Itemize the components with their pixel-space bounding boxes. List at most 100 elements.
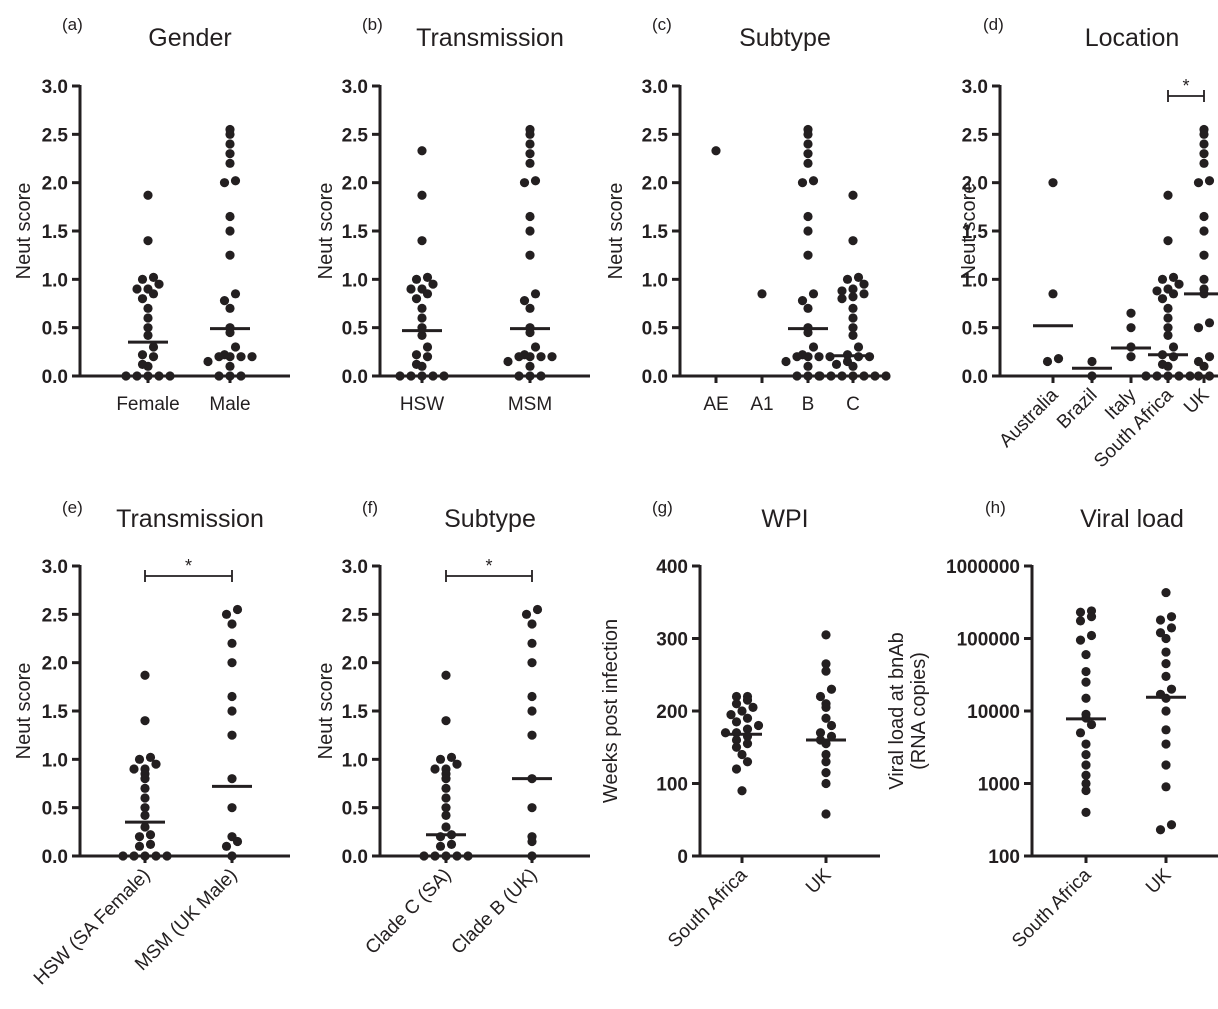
data-point — [1199, 250, 1209, 260]
data-point — [1075, 728, 1086, 738]
data-point — [225, 327, 235, 338]
data-point — [132, 284, 142, 294]
data-point — [514, 371, 524, 381]
data-point — [1163, 361, 1173, 371]
data-point — [422, 272, 433, 282]
data-point — [881, 371, 891, 381]
data-point — [1081, 770, 1091, 780]
y-tick-label: 2.0 — [42, 654, 68, 675]
data-point — [527, 619, 537, 629]
data-point — [441, 851, 451, 861]
data-point — [527, 836, 537, 847]
data-point — [731, 717, 742, 727]
panel-g: (g) WPI 0 100 200 300 400 Weeks post infection S… — [600, 498, 880, 952]
panel-letter: (c) — [652, 15, 672, 34]
data-point — [151, 759, 161, 769]
data-point — [527, 851, 537, 861]
data-point — [154, 279, 164, 289]
x-tick-label: UK — [1180, 384, 1214, 418]
y-tick-label: 0.5 — [42, 799, 69, 820]
data-point — [230, 176, 241, 186]
data-point — [1193, 371, 1204, 381]
data-point — [1126, 308, 1136, 318]
panel-letter: (e) — [62, 498, 83, 517]
significance-bracket — [445, 570, 533, 582]
y-tick-label: 400 — [656, 557, 688, 578]
data-point — [821, 757, 831, 767]
data-point — [225, 211, 235, 222]
x-tick-label: Clade C (SA) — [362, 865, 456, 959]
x-tick-label: South Africa — [1008, 864, 1096, 952]
data-point — [859, 289, 869, 299]
data-point — [1204, 176, 1215, 186]
data-point — [1204, 352, 1215, 362]
data-point — [1048, 289, 1058, 299]
data-point — [1161, 647, 1171, 657]
data-point — [521, 609, 532, 619]
data-point — [825, 352, 835, 362]
y-tick-label: 3.0 — [342, 557, 368, 578]
data-point — [452, 851, 462, 861]
data-point — [236, 371, 246, 381]
data-point — [527, 730, 537, 740]
data-point — [422, 289, 433, 299]
data-point — [1042, 356, 1053, 367]
x-tick-label: HSW (SA Female) — [30, 865, 155, 990]
y-tick-label: 1.0 — [342, 270, 368, 291]
y-axis-label: Neut score — [315, 183, 337, 280]
data-point — [527, 638, 537, 648]
data-point — [214, 371, 224, 381]
data-point — [525, 149, 535, 159]
y-tick-label: 100 — [656, 775, 688, 796]
x-tick-label: UK — [1142, 864, 1176, 898]
data-point — [737, 706, 747, 716]
data-point — [452, 759, 462, 769]
data-point — [441, 783, 451, 793]
y-tick-label: 100000 — [957, 630, 1020, 651]
data-point — [821, 630, 831, 640]
data-point — [140, 810, 150, 821]
data-point — [731, 764, 742, 774]
data-point — [227, 774, 237, 784]
panel-f: (f) Subtype 0.0 0.5 1.0 1.5 2.0 2.5 3.0 Neut scor… — [315, 498, 590, 959]
data-point — [227, 730, 237, 740]
y-tick-label: 3.0 — [962, 77, 988, 98]
data-point — [145, 839, 156, 850]
data-point — [826, 720, 837, 731]
data-point — [1081, 807, 1091, 817]
data-point — [792, 352, 802, 362]
data-point — [1168, 272, 1179, 282]
data-point — [536, 352, 546, 362]
data-point — [140, 783, 150, 793]
data-point — [227, 658, 237, 668]
data-point — [1174, 371, 1184, 381]
data-point — [1152, 371, 1162, 381]
data-point — [519, 296, 530, 306]
data-point — [134, 754, 145, 764]
data-point — [1185, 371, 1195, 381]
data-point — [236, 352, 246, 362]
y-tick-label: 0.0 — [642, 367, 668, 388]
data-point — [525, 250, 535, 260]
y-axis-label: Neut score — [13, 183, 35, 280]
y-tick-label: 0.5 — [962, 319, 989, 340]
y-tick-label: 2.5 — [342, 125, 369, 146]
data-point — [1161, 760, 1171, 770]
data-point — [530, 289, 541, 299]
data-point — [441, 716, 451, 726]
data-point — [219, 178, 230, 188]
data-point — [821, 666, 831, 676]
data-point — [214, 352, 224, 362]
data-point — [1193, 178, 1204, 188]
y-axis-label: Neut score — [605, 183, 627, 280]
data-point — [428, 279, 438, 289]
data-point — [140, 803, 150, 813]
data-point — [140, 716, 150, 726]
panel-title: Transmission — [416, 24, 564, 52]
y-tick-label: 100 — [988, 847, 1020, 868]
data-point — [731, 691, 742, 702]
data-point — [1163, 236, 1173, 246]
data-point — [525, 139, 535, 149]
data-point — [527, 691, 537, 702]
data-point — [737, 749, 747, 760]
